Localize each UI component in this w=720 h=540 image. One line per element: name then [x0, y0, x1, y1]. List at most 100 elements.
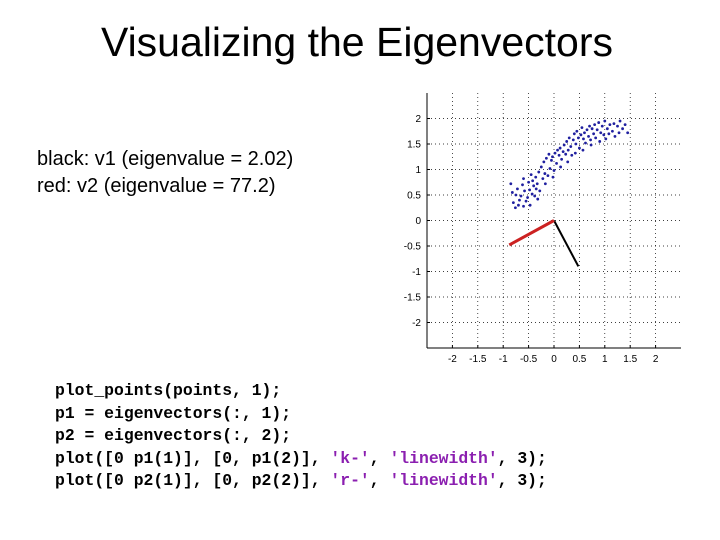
data-point — [572, 132, 576, 136]
data-point — [569, 145, 573, 148]
data-point — [517, 203, 520, 207]
data-point — [574, 142, 578, 146]
data-point — [532, 184, 536, 188]
data-point — [559, 165, 563, 169]
data-point — [565, 140, 569, 143]
code-string: 'linewidth' — [389, 448, 498, 468]
code-text: , — [369, 471, 390, 490]
data-point — [521, 183, 524, 187]
eigenvalue-notes: black: v1 (eigenvalue = 2.02) red: v2 (e… — [37, 146, 293, 200]
data-point — [534, 175, 538, 179]
data-point — [542, 160, 546, 164]
x-tick-label: -0.5 — [520, 354, 538, 365]
data-point — [526, 196, 529, 199]
data-point — [613, 134, 617, 138]
data-point — [599, 131, 603, 135]
data-point — [583, 131, 586, 135]
data-point — [589, 143, 593, 147]
data-point — [511, 201, 515, 205]
data-point — [537, 170, 541, 174]
data-point — [523, 189, 526, 193]
data-point — [518, 198, 521, 202]
data-point — [527, 180, 530, 184]
data-point — [582, 137, 585, 141]
data-point — [547, 152, 551, 156]
x-tick-label: -2 — [448, 354, 457, 365]
data-point — [544, 156, 548, 160]
data-point — [524, 199, 528, 203]
x-tick-label: 1.5 — [623, 354, 637, 365]
data-point — [543, 172, 547, 175]
data-point — [548, 167, 552, 170]
data-point — [513, 206, 517, 210]
data-point — [566, 160, 570, 164]
x-tick-label: 0.5 — [572, 354, 586, 365]
y-tick-label: 1 — [415, 165, 421, 176]
code-line: plot([0 p2(1)], [0, p2(2)], 'r-', 'linew… — [55, 470, 547, 493]
code-string: 'r-' — [330, 471, 370, 490]
data-point — [509, 182, 513, 186]
eigenvector-line-black — [553, 220, 580, 267]
data-point — [534, 187, 538, 191]
data-point — [522, 177, 525, 181]
data-point — [533, 194, 537, 198]
code-line: p1 = eigenvectors(:, 1); — [55, 403, 547, 426]
data-point — [608, 123, 612, 127]
data-point — [551, 175, 555, 179]
data-point — [592, 132, 596, 136]
data-point — [555, 161, 558, 165]
eigenvector-line-red — [508, 219, 555, 247]
code-text: plot_points(points, 1); — [55, 381, 282, 400]
y-tick-label: -2 — [412, 318, 421, 329]
data-point — [550, 158, 553, 162]
data-point — [575, 129, 579, 133]
data-point — [516, 187, 519, 191]
data-point — [571, 138, 575, 142]
data-point — [535, 182, 539, 186]
data-point — [597, 121, 601, 124]
data-point — [616, 124, 619, 128]
data-point — [579, 133, 583, 137]
data-point — [573, 151, 577, 155]
data-point — [612, 122, 616, 125]
data-point — [618, 119, 622, 123]
x-tick-label: -1 — [499, 354, 508, 365]
data-point — [607, 132, 611, 136]
data-point — [519, 194, 523, 198]
data-point — [556, 148, 559, 152]
data-point — [560, 157, 564, 161]
data-point — [539, 165, 543, 169]
data-point — [546, 174, 550, 178]
data-point — [541, 177, 545, 181]
data-point — [528, 203, 532, 207]
data-point — [551, 155, 554, 159]
code-text: , — [369, 448, 390, 468]
code-line: p2 = eigenvectors(:, 2); — [55, 425, 547, 448]
slide-title: Visualizing the Eigenvectors — [100, 19, 614, 65]
data-point — [529, 173, 533, 177]
code-line: plot_points(points, 1); — [55, 380, 547, 403]
note-red-eigenvector: red: v2 (eigenvalue = 77.2) — [37, 175, 276, 197]
data-point — [587, 134, 590, 138]
data-point — [562, 143, 566, 147]
data-point — [626, 131, 630, 135]
y-tick-label: 2 — [415, 114, 421, 125]
y-tick-label: -1.5 — [404, 293, 422, 304]
data-point — [530, 192, 534, 196]
data-point — [600, 124, 604, 128]
data-point — [598, 140, 602, 143]
data-point — [543, 182, 547, 186]
y-tick-label: 0.5 — [407, 191, 421, 202]
x-tick-label: 0 — [551, 354, 557, 365]
code-text: , 3); — [497, 448, 547, 468]
data-point — [578, 146, 581, 150]
code-string: 'linewidth' — [389, 471, 498, 490]
data-point — [604, 137, 608, 141]
data-point — [514, 193, 518, 197]
data-point — [528, 188, 532, 192]
data-point — [536, 197, 540, 201]
data-point — [584, 141, 587, 145]
data-point — [566, 148, 570, 152]
data-point — [605, 127, 609, 131]
data-point — [595, 128, 599, 132]
